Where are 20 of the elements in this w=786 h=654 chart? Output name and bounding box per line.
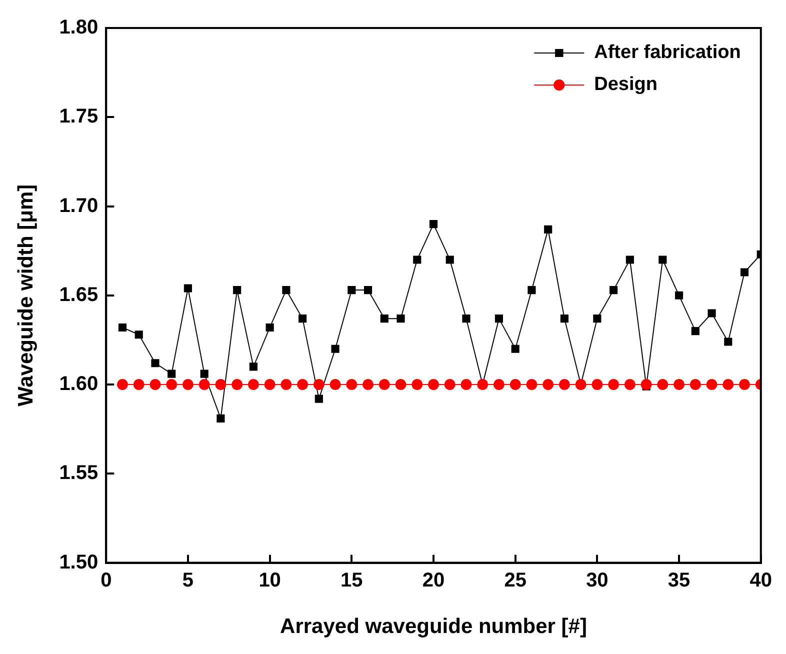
x-axis-title: Arrayed waveguide number [#] xyxy=(280,615,587,638)
y-tick-label: 1.60 xyxy=(59,373,98,396)
y-axis-title: Waveguide width [μm] xyxy=(14,184,38,406)
x-tick-label: 30 xyxy=(586,569,608,592)
x-tick-label: 35 xyxy=(668,569,690,592)
y-tick-label: 1.65 xyxy=(59,284,98,306)
x-tick-label: 0 xyxy=(100,569,112,592)
legend-label: Design xyxy=(594,74,658,96)
y-tick-label: 1.50 xyxy=(59,551,98,574)
x-tick-label: 40 xyxy=(750,569,772,592)
x-tick-label: 20 xyxy=(422,569,445,592)
y-tick-label: 1.80 xyxy=(59,16,98,39)
legend-label: After fabrication xyxy=(594,42,741,64)
y-tick-label: 1.55 xyxy=(59,462,98,484)
y-tick-label: 1.75 xyxy=(59,106,98,128)
x-tick-label: 15 xyxy=(340,569,363,592)
x-tick-label: 10 xyxy=(258,569,281,592)
y-tick-label: 1.70 xyxy=(59,194,98,217)
x-tick-label: 5 xyxy=(182,569,194,592)
x-tick-label: 25 xyxy=(504,569,526,592)
